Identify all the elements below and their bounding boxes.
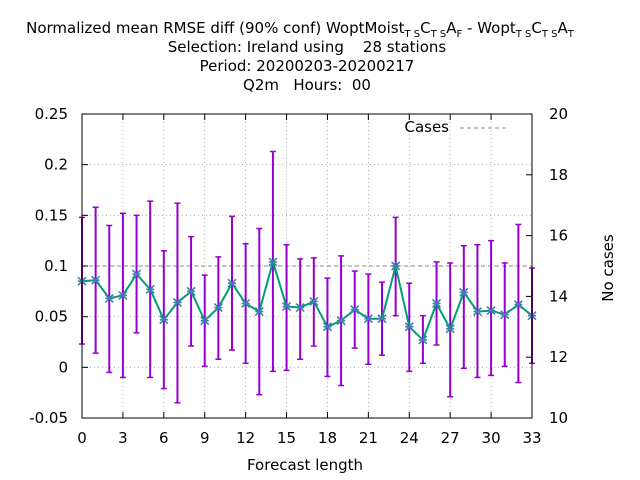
y-tick-label: -0.05 <box>29 409 68 427</box>
x-tick-label: 6 <box>159 429 169 447</box>
data-point-22 <box>377 314 387 324</box>
data-point-2 <box>104 293 114 303</box>
data-point-3 <box>118 290 128 300</box>
data-point-8 <box>186 286 196 296</box>
data-point-18 <box>322 322 333 332</box>
y2-tick-label: 18 <box>549 166 568 184</box>
y-tick-label: 0 <box>58 358 68 376</box>
data-point-30 <box>486 306 496 316</box>
data-point-16 <box>295 302 305 313</box>
chart-title-line-2: Selection: Ireland using 28 stations <box>168 38 447 56</box>
data-point-4 <box>131 269 142 279</box>
data-point-7 <box>172 297 183 308</box>
data-point-27 <box>445 324 455 334</box>
mean-markers <box>77 257 537 345</box>
data-point-25 <box>418 335 428 345</box>
mean-series <box>81 258 533 342</box>
x-tick-label: 9 <box>200 429 210 447</box>
data-point-21 <box>363 314 373 324</box>
y2-tick-label: 12 <box>549 348 568 366</box>
x-tick-label: 0 <box>77 429 87 447</box>
y2-tick-label: 14 <box>549 287 568 305</box>
data-point-11 <box>227 278 237 288</box>
data-point-24 <box>404 322 414 332</box>
data-point-6 <box>159 315 169 325</box>
legend: Cases <box>404 118 506 136</box>
data-point-23 <box>391 261 401 271</box>
data-point-31 <box>500 310 510 320</box>
y2-tick-label: 10 <box>549 409 568 427</box>
chart-title-line-1: Normalized mean RMSE diff (90% conf) Wop… <box>26 19 575 40</box>
y-tick-label: 0.2 <box>44 156 68 174</box>
data-point-32 <box>513 299 523 310</box>
y-tick-labels: -0.05 0 0.05 0.1 0.15 0.2 0.25 <box>29 105 68 427</box>
data-point-5 <box>145 284 155 294</box>
x-axis-label: Forecast length <box>247 456 363 474</box>
x-tick-label: 15 <box>277 429 296 447</box>
x-tick-label: 18 <box>318 429 337 447</box>
data-point-13 <box>254 307 264 317</box>
chart-title-line-3: Period: 20200203-20200217 <box>200 57 415 75</box>
confidence-errorbars <box>79 150 535 404</box>
data-point-1 <box>91 275 101 285</box>
mean-line <box>81 258 533 342</box>
x-tick-label: 24 <box>400 429 419 447</box>
x-tick-labels: 0 3 6 9 12 15 18 21 24 27 30 33 <box>77 429 541 447</box>
data-point-28 <box>459 287 469 297</box>
x-tick-label: 33 <box>522 429 541 447</box>
x-tick-label: 3 <box>118 429 128 447</box>
y-tick-label: 0.05 <box>35 308 68 326</box>
legend-label-cases: Cases <box>404 118 449 136</box>
x-tick-label: 12 <box>236 429 255 447</box>
data-point-26 <box>431 298 442 309</box>
data-point-29 <box>472 307 483 317</box>
data-point-14 <box>268 257 278 267</box>
y-tick-label: 0.1 <box>44 257 68 275</box>
y2-tick-labels: 10 12 14 16 18 20 <box>549 105 568 427</box>
chart-title-line-4: Q2m Hours: 00 <box>243 76 371 94</box>
data-point-17 <box>309 296 319 307</box>
y-tick-label: 0.25 <box>35 105 68 123</box>
x-tick-label: 21 <box>359 429 378 447</box>
y-tick-label: 0.15 <box>35 206 68 224</box>
data-point-9 <box>200 316 210 326</box>
data-point-20 <box>350 305 360 315</box>
data-point-19 <box>336 316 346 326</box>
data-point-15 <box>281 301 292 312</box>
data-point-10 <box>213 302 223 313</box>
y2-tick-label: 16 <box>549 227 568 245</box>
axis-ticks <box>81 113 533 419</box>
y2-axis-label: No cases <box>599 234 617 302</box>
x-tick-label: 27 <box>441 429 460 447</box>
data-point-12 <box>241 298 251 309</box>
y2-tick-label: 20 <box>549 105 568 123</box>
x-tick-label: 30 <box>482 429 501 447</box>
